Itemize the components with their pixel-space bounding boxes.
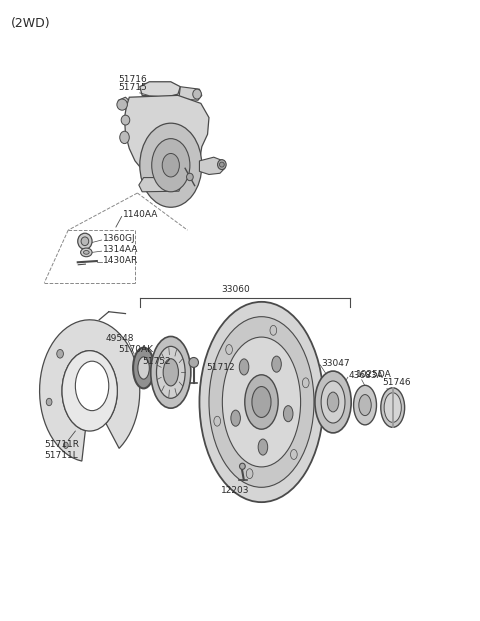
Ellipse shape (75, 361, 109, 410)
Ellipse shape (272, 356, 281, 372)
Polygon shape (199, 157, 225, 175)
Polygon shape (140, 82, 180, 97)
Text: 51752: 51752 (142, 356, 171, 366)
Ellipse shape (121, 115, 130, 125)
Ellipse shape (193, 89, 201, 99)
Ellipse shape (222, 337, 300, 467)
Text: 51716: 51716 (118, 75, 147, 84)
Polygon shape (179, 87, 202, 101)
Ellipse shape (270, 325, 276, 335)
Ellipse shape (315, 371, 351, 433)
Ellipse shape (354, 385, 376, 425)
Ellipse shape (258, 439, 268, 455)
Text: 49548: 49548 (106, 334, 134, 343)
Ellipse shape (240, 359, 249, 375)
Ellipse shape (219, 162, 224, 167)
Ellipse shape (57, 350, 63, 358)
Ellipse shape (302, 378, 309, 388)
Text: 51711R
51711L: 51711R 51711L (44, 440, 79, 460)
Ellipse shape (252, 386, 271, 417)
Text: 33047: 33047 (321, 358, 350, 368)
Ellipse shape (209, 317, 314, 487)
Text: 51715: 51715 (118, 83, 147, 92)
Text: (2WD): (2WD) (11, 17, 50, 30)
Ellipse shape (199, 302, 324, 502)
Text: 1140AA: 1140AA (123, 210, 158, 219)
Text: 1025DA: 1025DA (356, 369, 391, 379)
Ellipse shape (81, 237, 89, 245)
Polygon shape (39, 320, 140, 461)
Text: 1314AA: 1314AA (103, 245, 138, 254)
Ellipse shape (156, 347, 185, 398)
Ellipse shape (290, 450, 297, 460)
Ellipse shape (327, 392, 339, 412)
Ellipse shape (151, 337, 191, 408)
Ellipse shape (226, 345, 232, 355)
Ellipse shape (117, 99, 127, 110)
Ellipse shape (133, 348, 154, 388)
Ellipse shape (163, 359, 179, 386)
Ellipse shape (81, 248, 92, 256)
Text: 12203: 12203 (221, 486, 250, 495)
Text: 33060: 33060 (221, 286, 250, 294)
Ellipse shape (62, 351, 117, 431)
Polygon shape (124, 96, 209, 181)
Ellipse shape (120, 131, 129, 143)
Ellipse shape (84, 250, 89, 254)
Ellipse shape (78, 233, 92, 249)
Text: 51746: 51746 (382, 378, 411, 387)
Ellipse shape (384, 392, 401, 422)
Ellipse shape (246, 469, 253, 479)
Ellipse shape (217, 160, 226, 170)
Ellipse shape (381, 388, 405, 427)
Ellipse shape (321, 381, 345, 423)
Ellipse shape (283, 406, 293, 422)
Ellipse shape (231, 410, 240, 426)
Ellipse shape (63, 442, 68, 448)
Ellipse shape (214, 416, 221, 426)
Polygon shape (118, 97, 130, 109)
Text: 1360GJ: 1360GJ (103, 233, 135, 243)
Ellipse shape (162, 153, 180, 177)
Ellipse shape (240, 463, 245, 469)
Ellipse shape (152, 138, 190, 192)
Ellipse shape (189, 358, 199, 368)
Text: 51712: 51712 (206, 363, 235, 372)
Text: 5170AK: 5170AK (118, 345, 153, 354)
Polygon shape (139, 178, 182, 192)
Ellipse shape (46, 398, 52, 406)
Text: 1430AR: 1430AR (103, 256, 138, 265)
Ellipse shape (138, 357, 149, 379)
Ellipse shape (140, 123, 202, 207)
Ellipse shape (359, 394, 371, 415)
Ellipse shape (187, 173, 193, 181)
Text: 43683A: 43683A (349, 371, 384, 380)
Ellipse shape (245, 375, 278, 429)
